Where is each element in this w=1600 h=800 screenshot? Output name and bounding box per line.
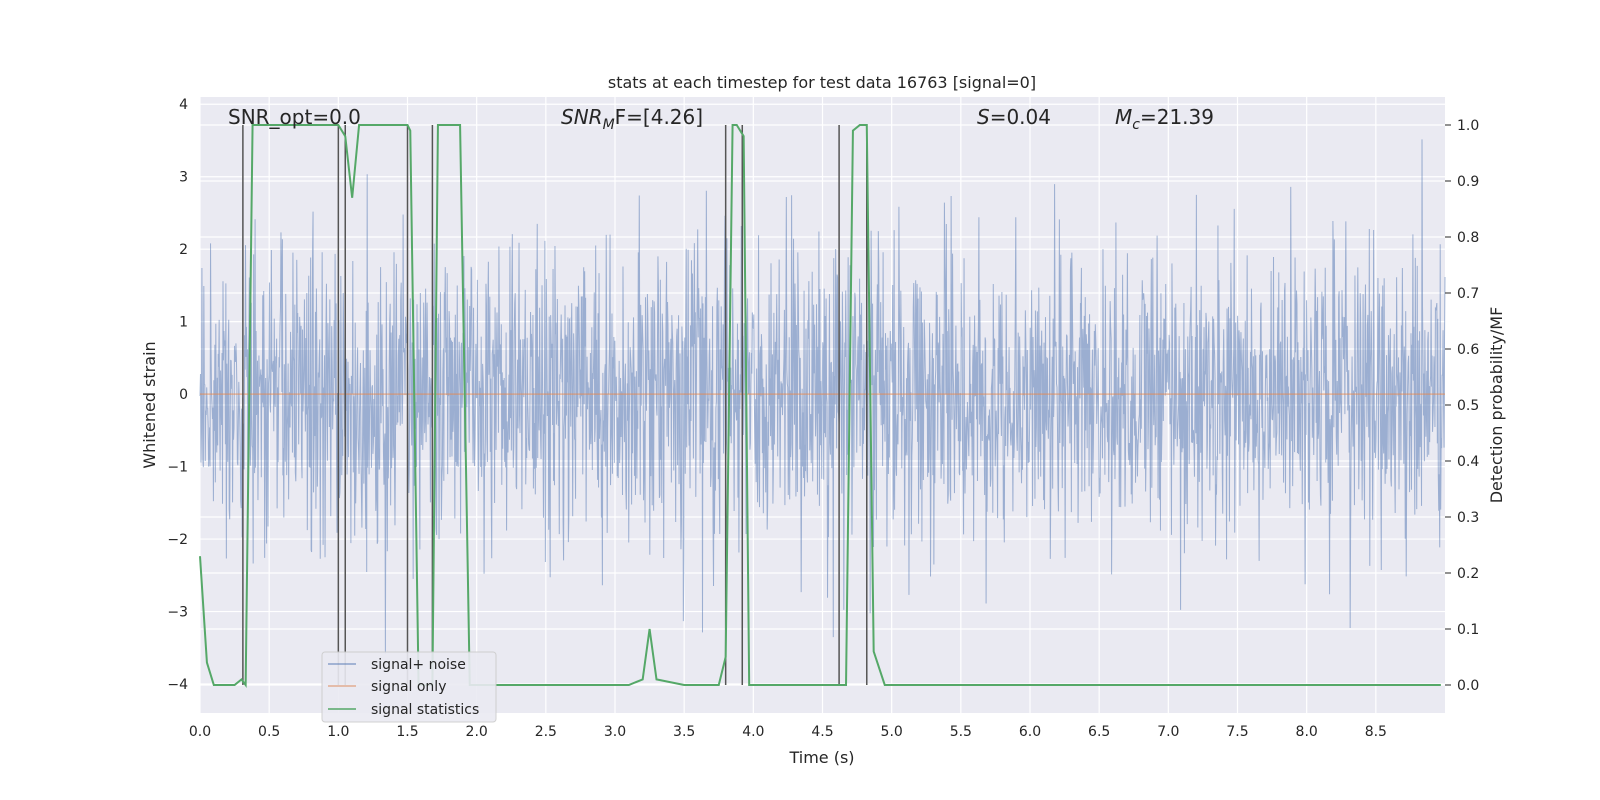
x-tick-label: 4.5 [811,724,833,740]
legend-label-signal-noise: signal+ noise [371,657,466,673]
y-tick-label-right: 0.8 [1457,230,1479,246]
x-tick-label: 3.0 [604,724,626,740]
y-tick-label-left: −1 [167,460,188,476]
x-tick-label: 1.5 [396,724,418,740]
s-tail: =0.04 [990,105,1051,129]
y-axis-label-left: Whitened strain [140,341,159,468]
annotation-mc: Mc=21.39 [1115,105,1214,133]
annotation-snr-mf: SNRMF=[4.26] [561,105,703,133]
mc-sub: c [1132,117,1140,133]
x-tick-label: 7.0 [1157,724,1179,740]
y-tick-label-left: −4 [167,677,188,693]
legend-label-signal-only: signal only [371,679,446,695]
x-tick-label: 3.5 [673,724,695,740]
x-tick-label: 6.5 [1088,724,1110,740]
y-tick-label-right: 0.6 [1457,342,1479,358]
s-main: S [977,105,990,129]
y-ticks-left: −4 −3 −2 −1 0 1 2 3 4 [167,97,188,693]
mc-main: M [1115,105,1132,129]
x-tick-label: 8.0 [1296,724,1318,740]
x-axis-label: Time (s) [788,748,854,767]
signal-statistics-line [199,124,1441,688]
x-tick-label: 5.0 [881,724,903,740]
x-tick-label: 1.0 [327,724,349,740]
annotation-s: S=0.04 [977,105,1051,129]
y-tick-label-right: 1.0 [1457,118,1479,134]
y-tick-label-right: 0.0 [1457,678,1479,694]
y-axis-label-right: Detection probability/MF [1487,307,1506,504]
snr-mf-tail: F=[4.26] [615,105,703,129]
y-tick-label-left: 1 [179,315,188,331]
y-tick-label-right: 0.2 [1457,566,1479,582]
vlines-series [242,125,868,685]
y-tick-label-right: 0.4 [1457,454,1479,470]
x-ticks: 0.0 0.5 1.0 1.5 2.0 2.5 3.0 3.5 4.0 4.5 5.0 5.5 6.0 6… [189,724,1387,740]
annotation-snr-opt: SNR_opt=0.0 [228,105,361,129]
mc-tail: =21.39 [1140,105,1214,129]
x-tick-label: 2.5 [535,724,557,740]
x-tick-label: 0.0 [189,724,211,740]
y-tick-label-left: −2 [167,532,188,548]
y-tick-label-left: 4 [179,97,188,113]
y-tick-label-left: 3 [179,170,188,186]
legend: signal+ noise signal only signal statist… [321,651,497,723]
snr-mf-sub: M [603,117,615,133]
y-tick-label-right: 0.9 [1457,174,1479,190]
snr-mf-main: SNR [561,105,603,129]
legend-label-signal-statistics: signal statistics [371,702,479,718]
y-tick-label-right: 0.5 [1457,398,1479,414]
y-tick-label-left: 0 [179,387,188,403]
y-tick-label-right: 0.1 [1457,622,1479,638]
x-tick-label: 4.0 [742,724,764,740]
y-tick-label-left: 2 [179,242,188,258]
x-tick-label: 8.5 [1365,724,1387,740]
x-tick-label: 0.5 [258,724,280,740]
x-tick-label: 7.5 [1226,724,1248,740]
x-tick-label: 6.0 [1019,724,1041,740]
y-tick-label-left: −3 [167,605,188,621]
x-tick-label: 5.5 [950,724,972,740]
y-tick-label-right: 0.7 [1457,286,1479,302]
signal-statistics-series [199,124,1441,688]
y-ticks-right: 0.0 0.1 0.2 0.3 0.4 0.5 0.6 0.7 0.8 0.9 1.0 [1445,118,1479,694]
legend-box [321,651,497,723]
y-tick-label-right: 0.3 [1457,510,1479,526]
x-tick-label: 2.0 [466,724,488,740]
chart-title: stats at each timestep for test data 167… [608,73,1036,92]
